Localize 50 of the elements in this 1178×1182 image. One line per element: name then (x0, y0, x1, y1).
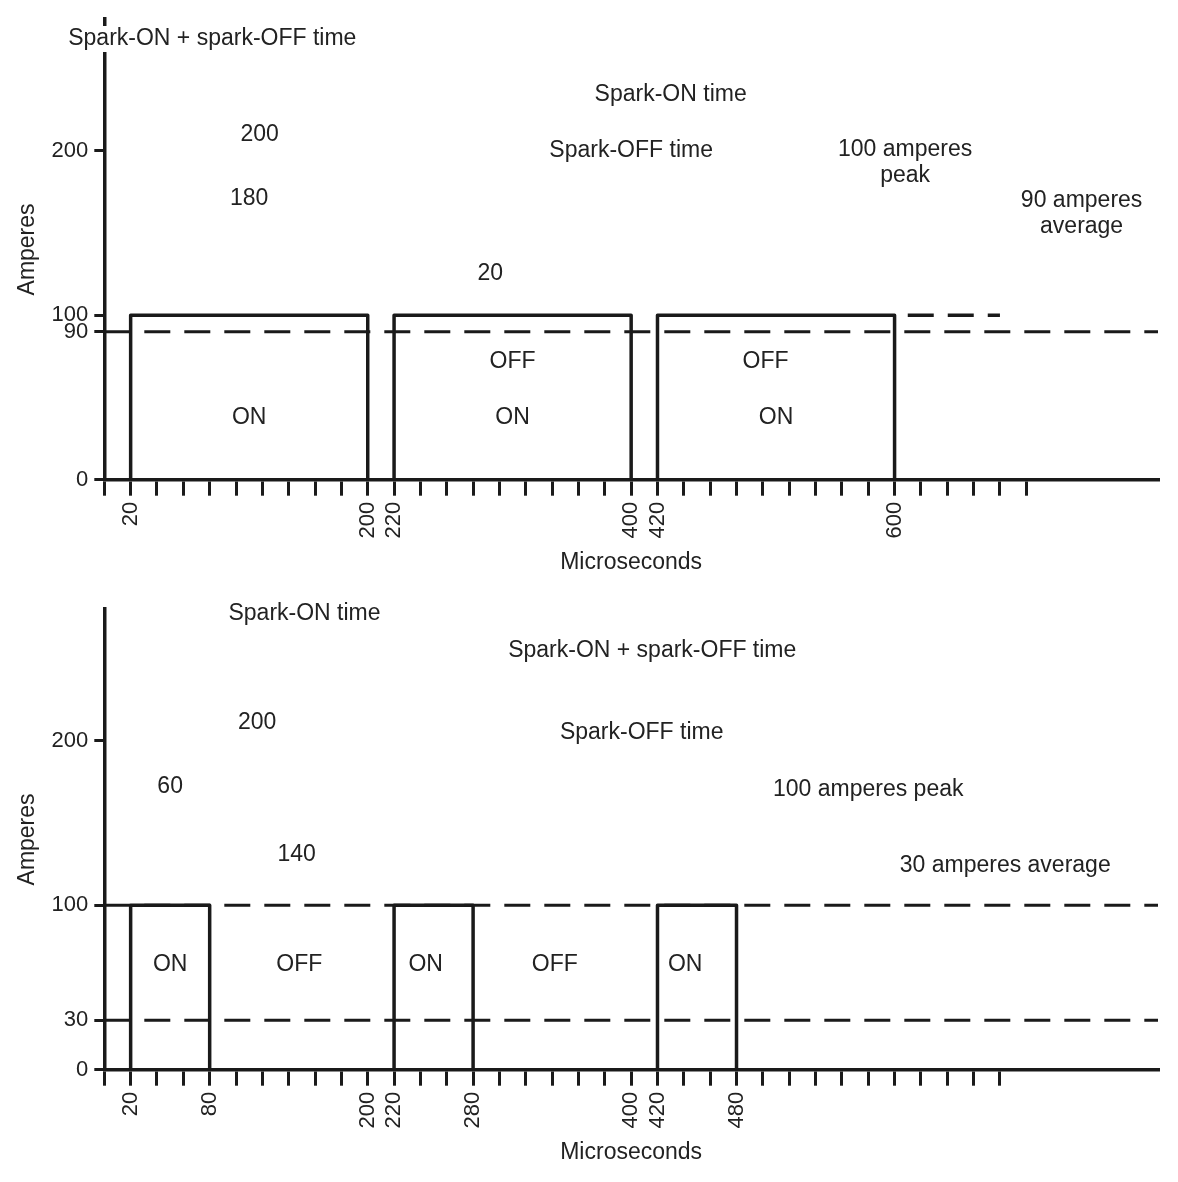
y-tick-label: 200 (51, 136, 89, 162)
x-tick-label: 400 (617, 1091, 643, 1129)
x-axis-title: Microseconds (560, 1137, 703, 1164)
x-tick-label: 220 (380, 1091, 406, 1129)
y-tick-label: 0 (76, 465, 89, 491)
annotation: 140 (277, 839, 316, 866)
annotation: 100 amperes peak (837, 134, 973, 187)
annotation: Spark-ON + spark-OFF time (68, 24, 357, 51)
x-tick-label: 280 (459, 1091, 485, 1129)
annotation: Spark-ON time (594, 80, 747, 107)
annotation: Spark-ON + spark-OFF time (508, 635, 797, 662)
annotation: ON (758, 402, 794, 429)
y-axis-title: Amperes (13, 203, 40, 296)
y-tick-label: 30 (63, 1006, 89, 1032)
annotation: 90 amperes average (1020, 185, 1143, 238)
annotation: ON (495, 402, 530, 429)
x-tick-label: 480 (722, 1091, 748, 1129)
annotation: OFF (531, 949, 578, 976)
annotation: 20 (477, 259, 504, 286)
x-tick-label: 220 (380, 501, 406, 539)
annotation: 30 amperes average (899, 851, 1111, 878)
annotation: OFF (489, 346, 536, 373)
x-tick-label: 20 (116, 1091, 142, 1117)
annotation: 200 (237, 708, 277, 735)
annotation: OFF (742, 346, 789, 373)
annotation: 100 amperes peak (772, 775, 964, 802)
annotation: ON (152, 949, 188, 976)
x-tick-label: 200 (353, 501, 379, 539)
y-tick-label: 200 (51, 726, 89, 752)
annotation: 200 (240, 119, 279, 146)
x-tick-label: 80 (195, 1091, 221, 1117)
annotation: 180 (230, 183, 269, 210)
x-tick-label: 420 (643, 1091, 669, 1129)
x-tick-label: 20 (116, 501, 142, 527)
x-tick-label: 420 (643, 501, 669, 539)
annotation: ON (667, 949, 703, 976)
annotation: ON (408, 949, 443, 976)
x-tick-label: 600 (880, 501, 906, 539)
y-tick-label: 100 (51, 891, 89, 917)
annotation: Spark-ON time (228, 599, 381, 626)
x-tick-label: 400 (617, 501, 643, 539)
y-tick-label: 0 (76, 1055, 89, 1081)
x-tick-label: 200 (353, 1091, 379, 1129)
annotation: 60 (157, 772, 183, 799)
annotation: Spark-OFF time (549, 136, 713, 163)
y-axis-title: Amperes (13, 793, 40, 886)
annotation: OFF (276, 949, 323, 976)
x-axis-title: Microseconds (560, 547, 703, 574)
annotation: ON (231, 402, 267, 429)
annotation: Spark-OFF time (559, 717, 724, 744)
